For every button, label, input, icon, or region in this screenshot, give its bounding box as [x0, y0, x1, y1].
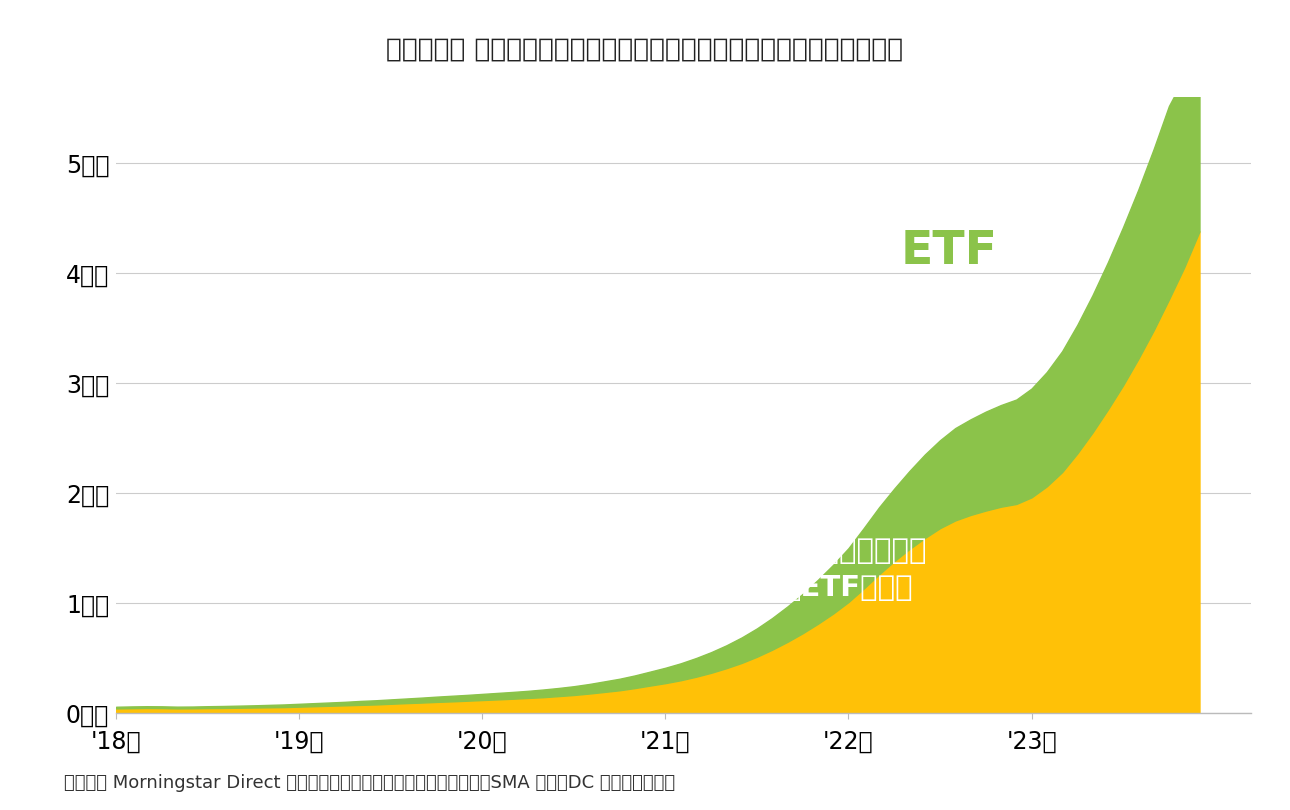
Text: ETF: ETF — [900, 228, 997, 274]
Text: （資料） Morningstar Direct より作成。一般販売されている投資信託（SMA 専用、DC 専用は除外）。: （資料） Morningstar Direct より作成。一般販売されている投資… — [64, 774, 676, 792]
Text: 【図表１】 米国株式の株価指数に連動する投資信託の純資産総額の推移: 【図表１】 米国株式の株価指数に連動する投資信託の純資産総額の推移 — [387, 36, 903, 62]
Text: インデックス型投信
（ETF以外）: インデックス型投信 （ETF以外） — [770, 538, 928, 603]
